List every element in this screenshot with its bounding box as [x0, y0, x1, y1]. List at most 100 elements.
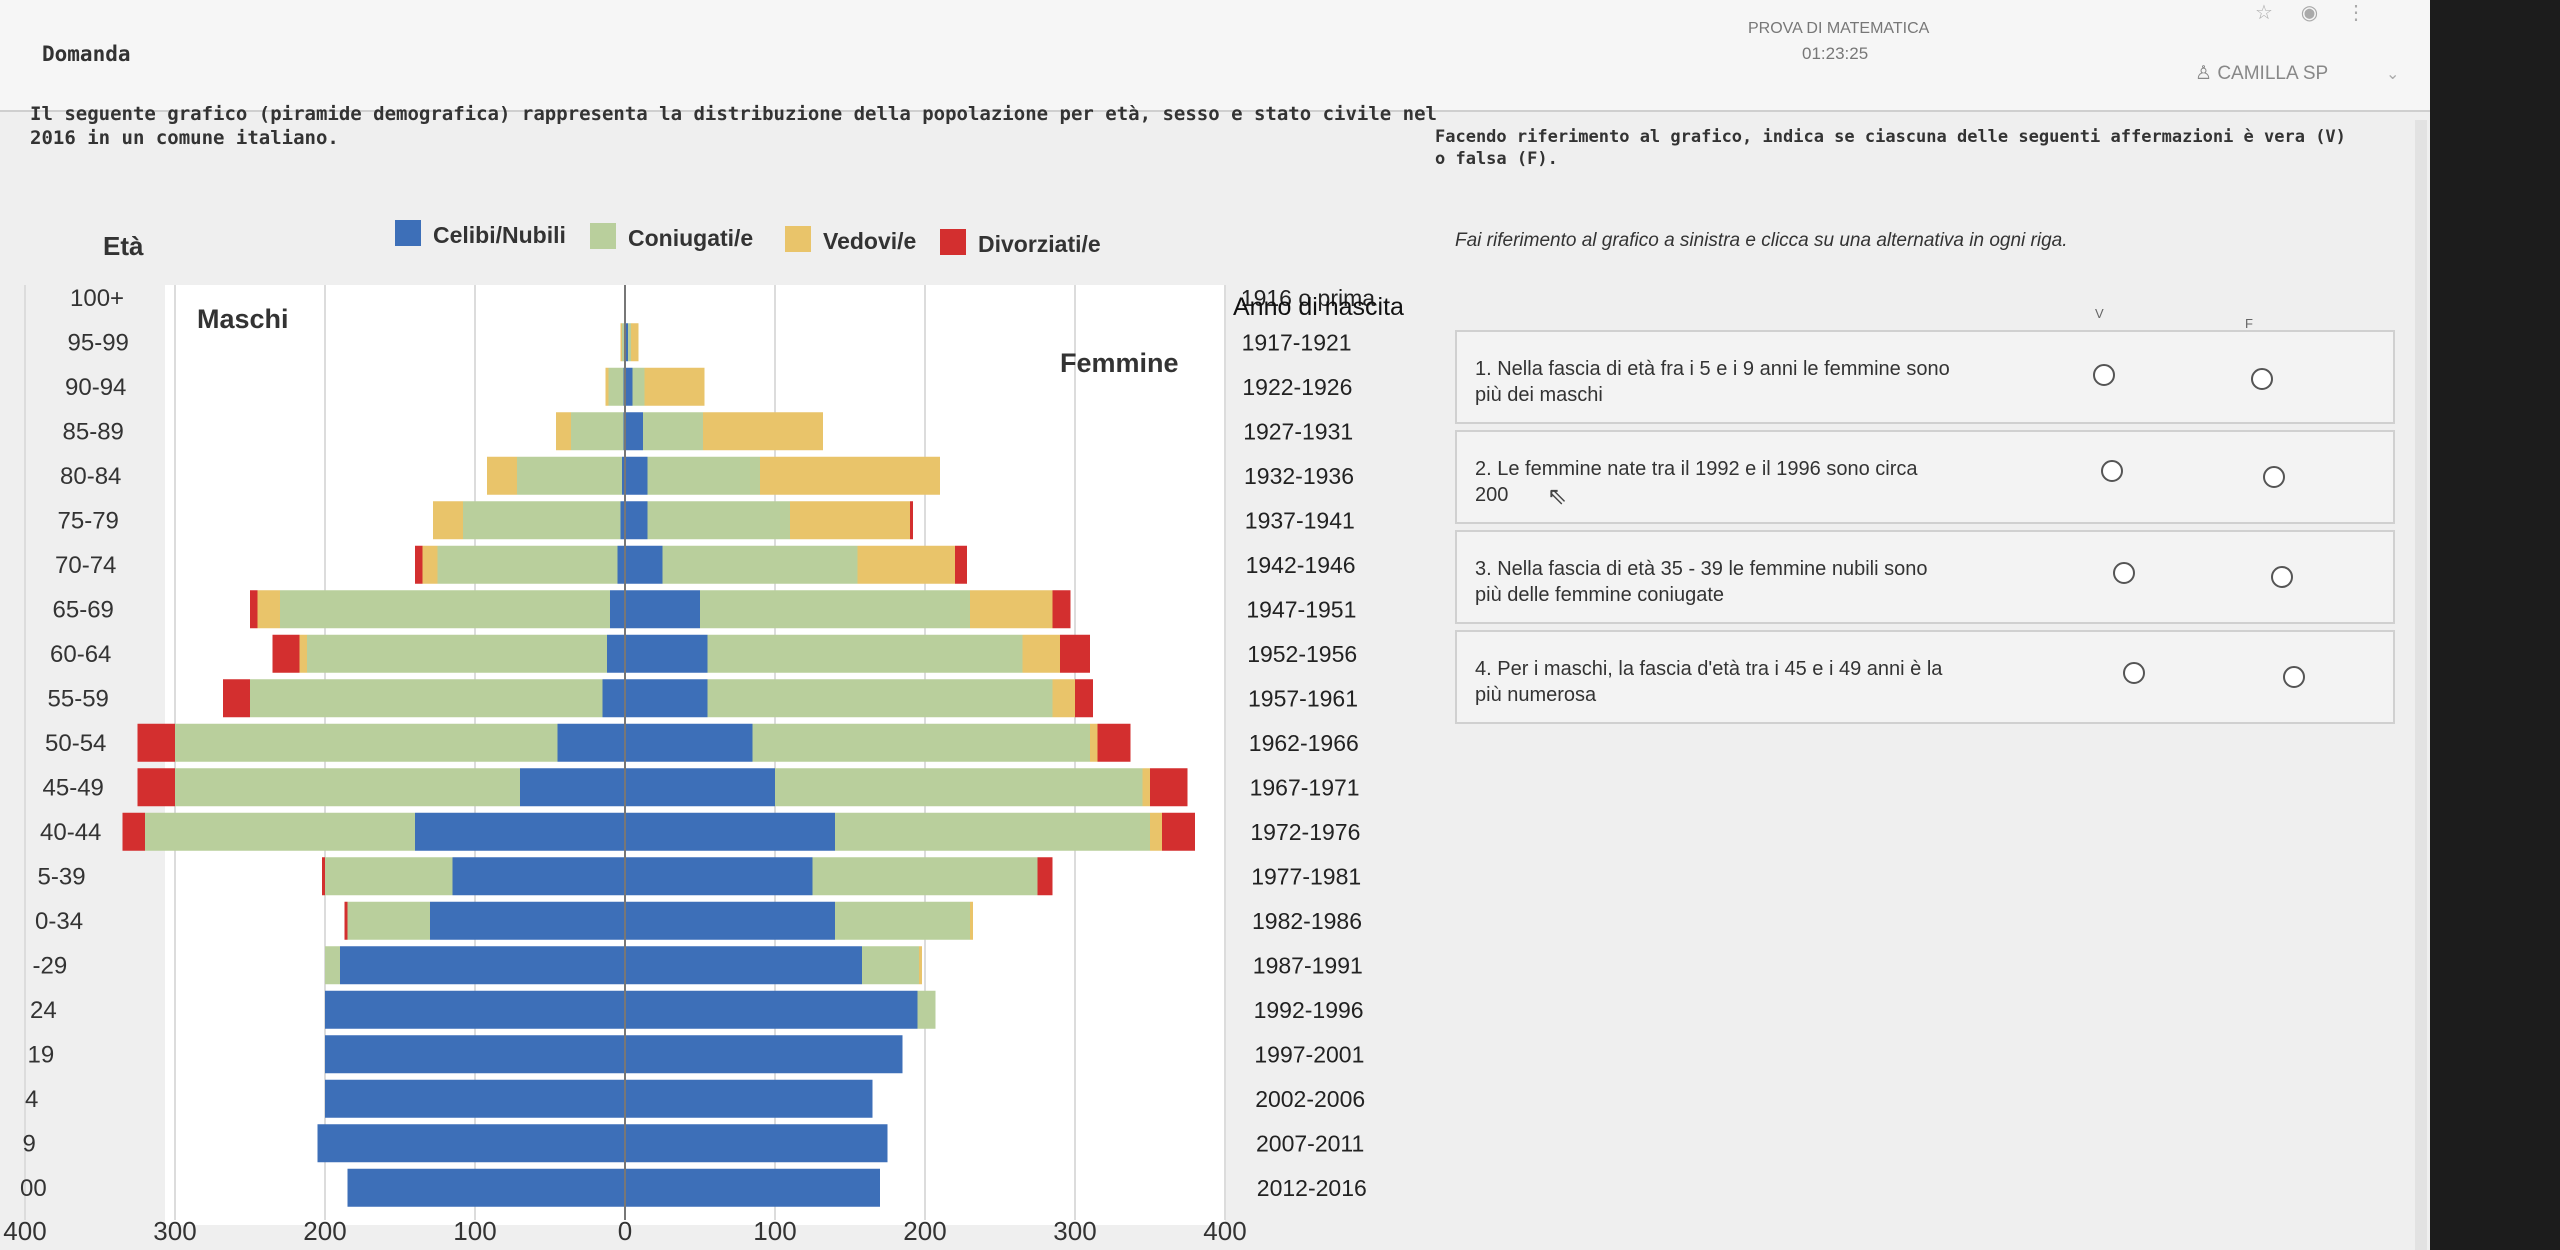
bar-male-divorced-60-64 — [272, 634, 300, 673]
bar-male-divorced-65-69 — [250, 590, 258, 629]
bar-male-widowed-85-89 — [556, 412, 571, 451]
bar-male-married-95-99 — [622, 323, 625, 362]
bar-female-married-70-74 — [662, 545, 858, 584]
bar-female-married-75-79 — [647, 501, 790, 540]
cursor-icon: ⇖ — [1547, 483, 1568, 510]
birth-year-label: 1922-1926 — [1242, 374, 1352, 400]
radio-f-1[interactable] — [2251, 368, 2273, 390]
bar-female-single-70-74 — [625, 545, 663, 584]
statement-text-cont: 200 — [1475, 484, 1509, 506]
birth-year-label: 2002-2006 — [1255, 1086, 1365, 1112]
bar-male-married-90-94 — [608, 367, 624, 406]
bar-male-married-25-29 — [325, 946, 340, 985]
age-label: 65-69 — [53, 596, 114, 623]
menu-icon[interactable]: ⋮ — [2345, 2, 2366, 24]
statement-text-cont: più dei maschi — [1475, 384, 1603, 406]
profile-icon[interactable]: ◉ — [2300, 2, 2319, 24]
birth-year-label: 1957-1961 — [1248, 685, 1358, 711]
x-tick-label: 0 — [618, 1216, 632, 1246]
bar-male-single-55-59 — [602, 679, 625, 718]
scrollbar[interactable] — [2415, 120, 2427, 1250]
user-menu[interactable]: ♙ CAMILLA SP — [2195, 62, 2328, 85]
bar-female-single-95-99 — [625, 323, 628, 362]
bar-male-single-0-4 — [347, 1168, 625, 1207]
bar-male-divorced-70-74 — [415, 545, 423, 584]
x-tick-label: 100 — [453, 1216, 496, 1246]
radio-v-1[interactable] — [2093, 364, 2115, 386]
bar-male-widowed-75-79 — [433, 501, 463, 540]
birth-year-label: 1937-1941 — [1245, 507, 1355, 533]
bar-female-widowed-30-34 — [970, 901, 973, 940]
radio-v-3[interactable] — [2113, 562, 2135, 584]
birth-year-label: 1952-1956 — [1247, 641, 1357, 667]
age-label: 55-59 — [48, 685, 109, 712]
bar-male-single-20-24 — [325, 990, 625, 1029]
bar-male-single-80-84 — [622, 456, 625, 495]
bar-female-married-60-64 — [707, 634, 1023, 673]
statement-text: 4. Per i maschi, la fascia d'età tra i 4… — [1475, 658, 1943, 680]
bar-male-married-70-74 — [437, 545, 618, 584]
birth-year-label: 1992-1996 — [1254, 997, 1364, 1023]
bar-female-married-80-84 — [647, 456, 760, 495]
x-tick-label: 400 — [1203, 1216, 1246, 1246]
instructions-hint: Fai riferimento al grafico a sinistra e … — [1455, 230, 2068, 251]
bar-female-single-60-64 — [625, 634, 708, 673]
bar-female-married-95-99 — [628, 323, 631, 362]
bar-female-divorced-50-54 — [1097, 723, 1131, 762]
x-tick-label: 200 — [903, 1216, 946, 1246]
statement-text: 1. Nella fascia di età fra i 5 e i 9 ann… — [1475, 358, 1950, 380]
x-tick-label: 200 — [303, 1216, 346, 1246]
y-axis-title: Età — [103, 231, 144, 261]
radio-f-2[interactable] — [2263, 466, 2285, 488]
age-label: 90-94 — [65, 374, 126, 401]
bar-female-widowed-25-29 — [919, 946, 922, 985]
top-bar: Domanda PROVA DI MATEMATICA 01:23:25 ☆ ◉… — [0, 0, 2430, 112]
bar-female-married-55-59 — [707, 679, 1053, 718]
x-tick-label: 300 — [153, 1216, 196, 1246]
bar-female-widowed-60-64 — [1022, 634, 1060, 673]
bar-male-married-45-49 — [175, 768, 520, 807]
legend-label: Coniugati/e — [628, 225, 753, 251]
radio-f-3[interactable] — [2271, 566, 2293, 588]
birth-year-label: 2012-2016 — [1257, 1175, 1367, 1201]
statement-text: 3. Nella fascia di età 35 - 39 le femmin… — [1475, 558, 1928, 580]
radio-v-2[interactable] — [2101, 460, 2123, 482]
bar-male-divorced-50-54 — [137, 723, 175, 762]
bar-male-married-35-39 — [325, 857, 453, 896]
age-label: 4 — [25, 1086, 38, 1113]
age-label: 60-64 — [50, 641, 111, 668]
age-label: -29 — [33, 952, 68, 979]
bar-female-single-25-29 — [625, 946, 862, 985]
bar-female-married-50-54 — [752, 723, 1090, 762]
bar-male-single-15-19 — [325, 1035, 625, 1074]
bar-female-widowed-70-74 — [857, 545, 955, 584]
bar-male-married-75-79 — [463, 501, 621, 540]
bar-female-single-65-69 — [625, 590, 700, 629]
bar-female-divorced-45-49 — [1150, 768, 1188, 807]
bar-female-married-35-39 — [812, 857, 1038, 896]
birth-year-label: 1947-1951 — [1246, 596, 1356, 622]
bar-female-single-55-59 — [625, 679, 708, 718]
bar-female-divorced-35-39 — [1037, 857, 1053, 896]
statement-text-cont: più numerosa — [1475, 684, 1597, 706]
chevron-down-icon[interactable]: ⌄ — [2386, 66, 2400, 83]
birth-year-label: 2007-2011 — [1256, 1130, 1364, 1156]
star-icon[interactable]: ☆ — [2255, 2, 2273, 24]
bar-male-divorced-55-59 — [223, 679, 250, 718]
bar-male-single-35-39 — [452, 857, 625, 896]
age-label: 75-79 — [58, 507, 119, 534]
bar-female-single-85-89 — [625, 412, 643, 451]
age-label: 45-49 — [43, 774, 104, 801]
age-label: 95-99 — [68, 329, 129, 356]
radio-v-4[interactable] — [2123, 662, 2145, 684]
screen-edge — [2430, 0, 2560, 1250]
x-tick-label: 400 — [3, 1216, 46, 1246]
legend-label: Celibi/Nubili — [433, 222, 566, 248]
bar-female-married-30-34 — [835, 901, 970, 940]
radio-f-4[interactable] — [2283, 666, 2305, 688]
bar-female-widowed-75-79 — [790, 501, 910, 540]
bar-female-single-30-34 — [625, 901, 835, 940]
bar-male-divorced-40-44 — [122, 812, 145, 851]
bar-male-single-70-74 — [617, 545, 625, 584]
bar-female-married-90-94 — [632, 367, 645, 406]
